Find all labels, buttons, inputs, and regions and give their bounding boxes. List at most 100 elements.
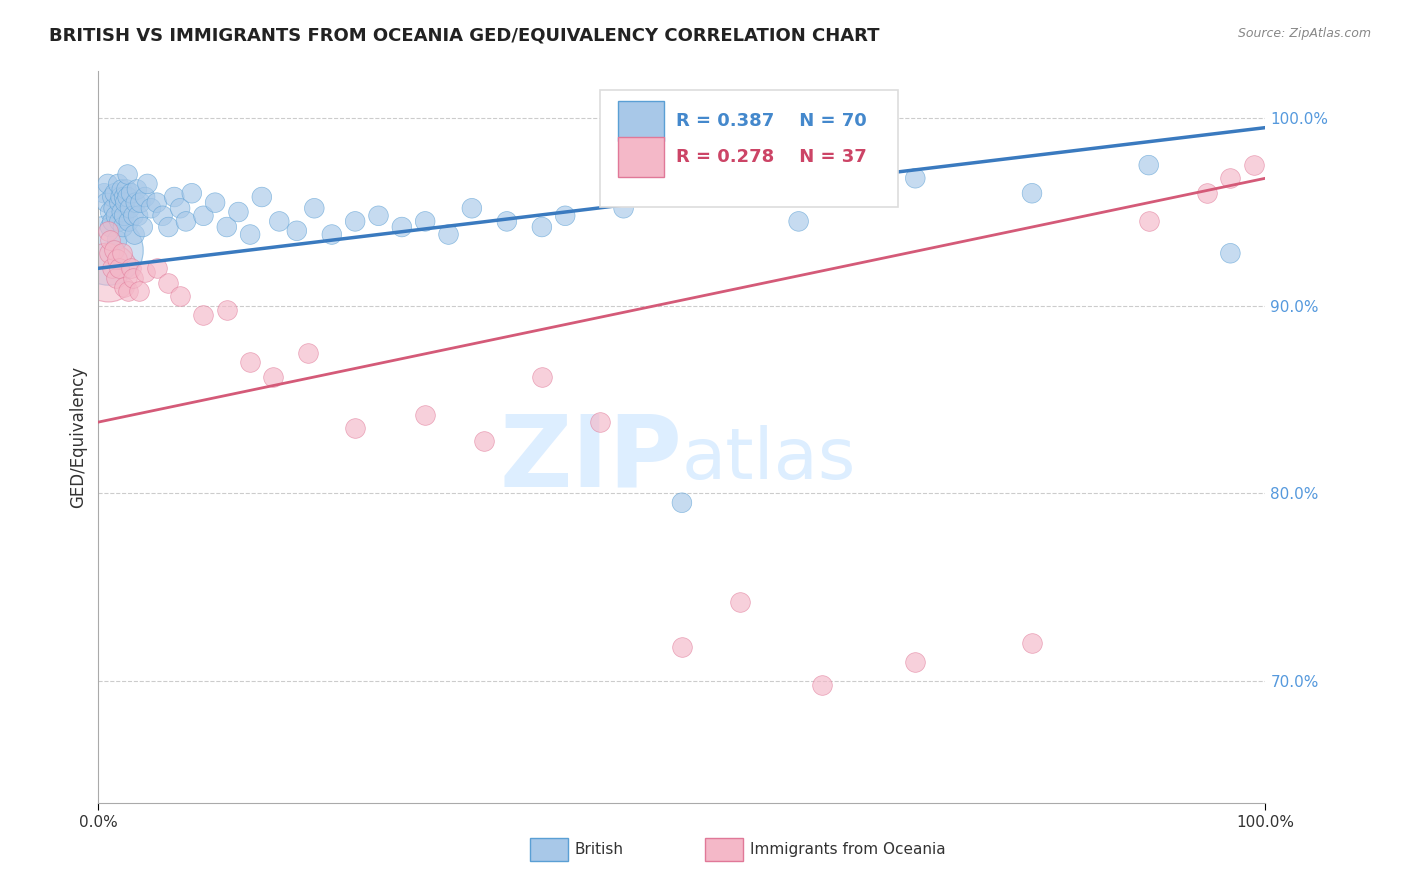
Point [215,220,238,235]
Point [139,201,162,215]
Point [104,209,127,223]
Text: atlas: atlas [682,425,856,493]
Point [112,280,135,294]
Point [108,261,131,276]
Point [122,209,145,223]
Point [101,190,124,204]
Point [127,209,149,223]
Point [169,201,191,215]
Point [118,214,141,228]
Point [193,209,215,223]
Point [297,345,319,359]
Point [304,201,326,215]
Point [169,289,191,303]
Point [157,277,180,291]
Point [344,420,367,434]
Point [124,227,146,242]
Point [120,186,142,201]
Point [134,190,156,204]
Point [146,261,169,276]
Point [163,190,186,204]
Point [413,408,436,422]
Point [437,227,460,242]
Point [1195,186,1218,201]
Point [120,261,142,276]
Point [97,224,120,238]
Point [98,205,121,219]
Point [112,190,135,204]
Point [461,201,484,215]
Point [112,209,135,223]
Point [391,220,413,235]
Point [97,265,120,279]
Point [146,195,169,210]
Point [136,177,159,191]
Point [215,302,238,317]
Text: R = 0.387    N = 70: R = 0.387 N = 70 [676,112,868,129]
Point [180,186,202,201]
Point [105,252,128,266]
Point [262,370,284,384]
Point [671,640,693,654]
Point [114,195,136,210]
Point [134,265,156,279]
Point [530,370,553,384]
Point [904,171,927,186]
Point [239,355,262,369]
Point [1219,246,1241,260]
Point [228,205,250,219]
Point [118,201,141,215]
Point [97,177,120,191]
Point [125,195,148,210]
Point [904,655,927,669]
Point [103,201,125,215]
Point [128,284,150,298]
Point [111,182,134,196]
Point [344,214,367,228]
FancyBboxPatch shape [617,137,665,178]
Point [204,195,226,210]
Point [117,168,139,182]
Point [129,195,152,210]
Point [101,214,124,228]
Point [122,270,145,285]
Point [1219,171,1241,186]
Y-axis label: GED/Equivalency: GED/Equivalency [69,366,87,508]
FancyBboxPatch shape [617,101,665,141]
Point [671,496,693,510]
Point [125,182,148,196]
FancyBboxPatch shape [706,838,742,862]
Point [250,190,273,204]
FancyBboxPatch shape [600,90,898,207]
Point [321,227,343,242]
Point [98,220,121,235]
Point [110,190,132,204]
Point [239,227,262,242]
Point [132,220,155,235]
Point [530,220,553,235]
Point [111,205,134,219]
Point [101,261,124,276]
Point [1021,636,1043,650]
Point [108,195,131,210]
Point [811,678,834,692]
Point [93,186,115,201]
Point [103,243,125,257]
Point [157,220,180,235]
Point [97,246,120,260]
Point [174,214,197,228]
Text: Immigrants from Oceania: Immigrants from Oceania [749,842,945,857]
Point [787,214,810,228]
Point [1137,214,1160,228]
Text: R = 0.278    N = 37: R = 0.278 N = 37 [676,148,868,166]
Point [1243,158,1265,172]
Point [117,284,139,298]
Text: ZIP: ZIP [499,410,682,508]
Point [111,220,134,235]
Point [105,233,128,247]
Point [613,201,636,215]
Point [104,186,127,201]
Point [115,182,138,196]
Point [496,214,519,228]
Point [98,233,121,247]
